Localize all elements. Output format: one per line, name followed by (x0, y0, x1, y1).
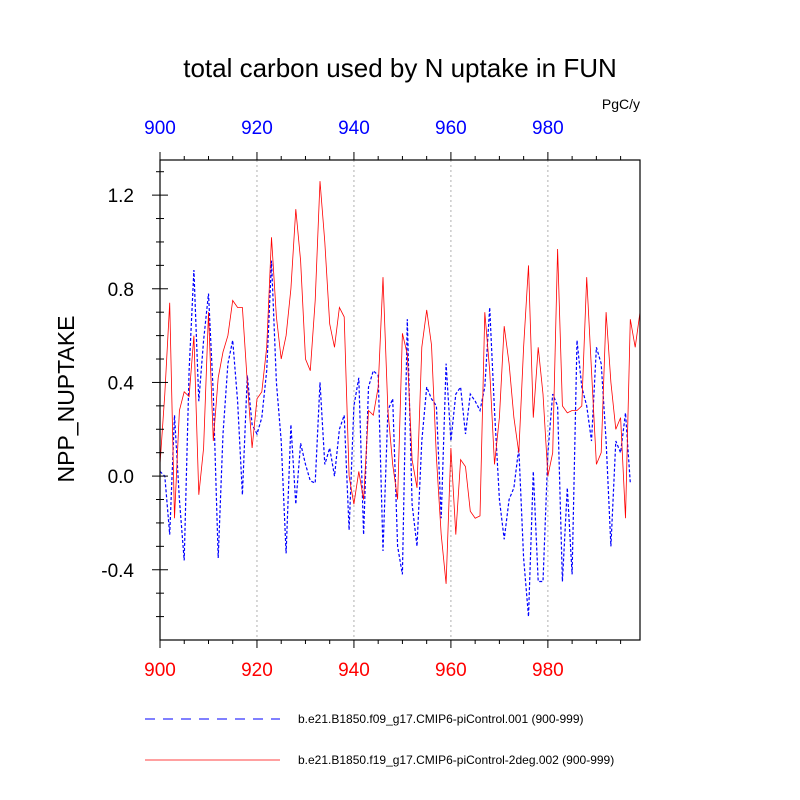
axes (152, 152, 641, 648)
x-tick-label-bottom-900: 900 (144, 660, 176, 681)
y-tick-label-1.2: 1.2 (108, 186, 134, 207)
chart-title: total carbon used by N uptake in FUN (183, 53, 617, 83)
plot-frame (159, 159, 641, 641)
x-tick-label-top-940: 940 (338, 118, 370, 139)
x-tick-label-bottom-920: 920 (241, 660, 273, 681)
legend-label-series-1: b.e21.B1850.f09_g17.CMIP6-piControl.001 … (298, 712, 584, 726)
x-tick-label-top-900: 900 (144, 118, 176, 139)
series-layer (159, 181, 641, 617)
series-line-1 (159, 260, 631, 617)
y-tick-label-0.4: 0.4 (108, 373, 135, 394)
legend-label-series-2: b.e21.B1850.f19_g17.CMIP6-piControl-2deg… (298, 753, 614, 767)
y-tick-label-0.8: 0.8 (108, 280, 134, 301)
y-tick-label-0.0: 0.0 (108, 467, 134, 488)
legend: b.e21.B1850.f09_g17.CMIP6-piControl.001 … (145, 712, 614, 767)
x-tick-label-top-980: 980 (532, 118, 564, 139)
x-tick-label-bottom-960: 960 (435, 660, 467, 681)
x-tick-label-bottom-980: 980 (532, 660, 564, 681)
tick-labels: 900 900 920 920 940 940 960 960 980 980 -0.4 0.0 0.4… (101, 118, 563, 681)
units-label: PgC/y (602, 96, 640, 112)
x-tick-label-top-960: 960 (435, 118, 467, 139)
series-line-2 (159, 181, 641, 584)
x-tick-label-top-920: 920 (241, 118, 273, 139)
y-tick-label--0.4: -0.4 (101, 561, 134, 582)
y-axis-label: NPP_NUPTAKE (53, 315, 79, 482)
x-tick-label-bottom-940: 940 (338, 660, 370, 681)
